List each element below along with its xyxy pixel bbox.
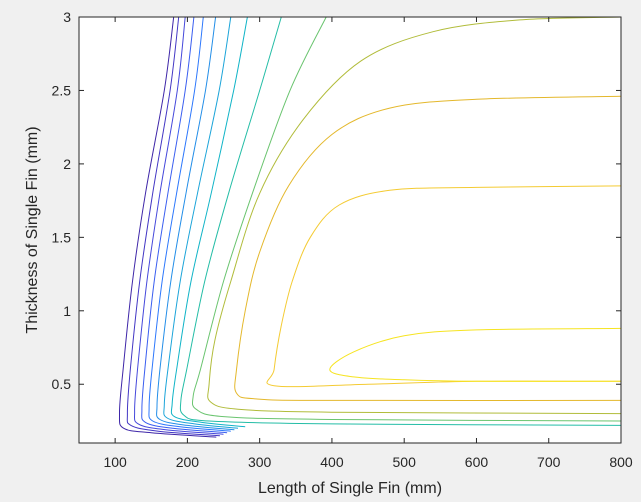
contour-line-1 xyxy=(118,16,217,438)
contour-line-10 xyxy=(191,16,622,422)
x-tick-label: 600 xyxy=(465,454,489,470)
y-tick-label: 1.5 xyxy=(52,229,72,245)
y-axis: 0.5 1 1.5 2 2.5 3 xyxy=(52,9,621,392)
contour-line-13 xyxy=(266,185,622,388)
x-tick-label: 200 xyxy=(176,454,200,470)
contour-line-14 xyxy=(329,327,622,382)
x-tick-label: 400 xyxy=(320,454,344,470)
contour-line-2 xyxy=(126,16,220,437)
contour-line-3 xyxy=(133,16,224,435)
y-tick-label: 2.5 xyxy=(52,82,72,98)
axes-box xyxy=(78,16,622,444)
y-axis-title: Thickness of Single Fin (mm) xyxy=(24,126,41,333)
y-tick-label: 3 xyxy=(63,9,71,25)
x-tick-label: 500 xyxy=(393,454,417,470)
x-tick-label: 100 xyxy=(103,454,127,470)
contour-line-7 xyxy=(163,16,239,429)
contour-line-6 xyxy=(156,16,235,431)
x-axis-title: Length of Single Fin (mm) xyxy=(258,480,442,497)
contour-line-5 xyxy=(148,16,231,432)
y-tick-label: 2 xyxy=(63,156,71,172)
y-tick-label: 1 xyxy=(63,303,71,319)
contour-line-4 xyxy=(141,16,228,434)
x-tick-label: 700 xyxy=(537,454,561,470)
contour-line-8 xyxy=(170,16,248,428)
contour-line-11 xyxy=(207,16,622,415)
contour-lines xyxy=(118,16,622,438)
x-tick-label: 300 xyxy=(248,454,272,470)
x-axis: 100 200 300 400 500 600 700 800 xyxy=(103,17,633,470)
x-tick-label: 800 xyxy=(609,454,633,470)
plot-area xyxy=(79,17,621,443)
contour-line-12 xyxy=(234,95,622,401)
y-tick-label: 0.5 xyxy=(52,376,72,392)
contour-line-9 xyxy=(179,16,622,426)
